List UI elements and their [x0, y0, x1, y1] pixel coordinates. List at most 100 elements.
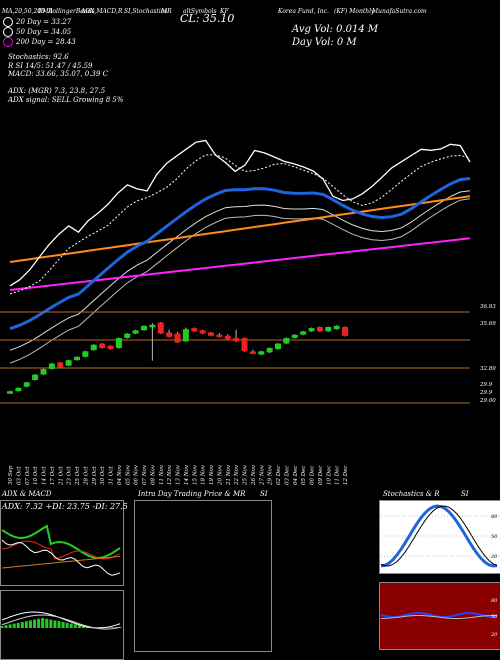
header-item: KF: [220, 8, 229, 15]
candle-body: [233, 338, 240, 342]
adx-lines: [0, 524, 122, 630]
macd-histogram-bar: [28, 620, 32, 628]
macd-histogram-bar: [53, 620, 57, 628]
candle-body: [90, 344, 97, 351]
indicator-readouts: Stochastics: 92.6 R SI 14/5: 51.47 / 45.5…: [8, 53, 124, 104]
stoch-lines: 80 50 20 80 50 20: [380, 504, 499, 638]
x-axis-label: 27 Nov: [259, 464, 265, 486]
legend-swatch: [3, 37, 13, 47]
candle-body: [107, 345, 114, 350]
x-axis-label: 06 Dec: [310, 466, 316, 486]
price-scale-label: 36.93: [480, 304, 496, 310]
indicator-line: ADX signal: SELL Growing 8 5%: [8, 95, 124, 104]
intraday-si: SI: [260, 490, 268, 498]
candle-body: [40, 369, 47, 375]
candle-body: [249, 351, 256, 354]
close-price-line: [9, 139, 471, 287]
candle-body: [99, 343, 106, 348]
price-chart: 36.93 35.69 32.89 29.9 29.9 29.00 30 Sep 03 Oc…: [0, 139, 496, 486]
x-axis-label: 20 Nov: [217, 464, 223, 486]
indicator-line: Stochastics: 92.6: [8, 53, 69, 61]
header-item: MA,20,50,200: [2, 8, 45, 15]
stoch-title: Stochastics & R: [383, 490, 440, 498]
macd-histogram-bar: [20, 622, 24, 628]
plus-di-line: [1, 524, 121, 559]
close-label: CL: 35.10: [180, 12, 235, 25]
candle-body: [141, 325, 147, 331]
legend-entry: 50 Day = 34.05: [3, 27, 76, 37]
legend-text: 20 Day = 33.27: [16, 18, 72, 26]
macd-histogram-bar: [81, 626, 85, 628]
indicator-line: MACD: 33.66, 35.07, 0.39 C: [8, 70, 108, 78]
rsi-tick-label: 50: [491, 614, 498, 620]
macd-histogram-bar: [12, 623, 16, 628]
candle-body: [333, 325, 340, 330]
minus-di-line: [1, 540, 121, 560]
x-axis-label: 26 Nov: [251, 464, 257, 486]
x-axis-label: 18 Nov: [201, 464, 207, 485]
macd-histogram-bar: [4, 625, 8, 628]
x-axis-label: 28 Oct: [83, 466, 89, 486]
rsi-signal-line: [380, 615, 498, 619]
adx-panel-title: ADX & MACD: [2, 490, 52, 498]
x-axis-label: 06 Nov: [134, 464, 140, 485]
candle-body: [216, 334, 223, 338]
x-axis-label: 14 Oct: [42, 466, 48, 485]
price-scale-label: 29.9: [479, 390, 493, 396]
bollinger-mid-line: [9, 190, 471, 351]
x-axis-labels: 30 Sep 03 Oct 07 Oct 10 Oct 14 Oct 17 Oct 21 O…: [8, 464, 349, 486]
price-scale-label: 29.00: [479, 398, 496, 404]
macd-histogram-bar: [41, 618, 45, 628]
candle-body: [208, 332, 214, 336]
rsi-line: [380, 611, 498, 618]
candle-body: [308, 328, 315, 332]
indicator-line: ADX: (MGR) 7.3, 23.8, 27.5: [8, 87, 106, 95]
legend-swatch: [3, 17, 13, 27]
candle-body: [115, 338, 122, 348]
x-axis-label: 09 Dec: [318, 466, 324, 486]
x-axis-label: 19 Nov: [209, 464, 215, 485]
adx-ref-line: [1, 539, 121, 576]
candle-body: [182, 329, 189, 342]
candle-body: [316, 327, 323, 332]
stoch-si: SI: [461, 490, 469, 498]
macd-histogram-bar: [57, 621, 61, 628]
macd-histogram-bar: [45, 618, 49, 628]
legend-entry: 200 Day = 28.43: [3, 37, 76, 47]
candle-body: [23, 382, 30, 387]
price-scale-label: 29.9: [479, 382, 493, 388]
candle-body: [15, 387, 22, 392]
candle-body: [241, 338, 248, 352]
candle-body: [191, 328, 198, 332]
x-axis-label: 30 Sep: [8, 465, 14, 485]
macd-signal-line: [1, 614, 121, 630]
x-axis-label: 14 Nov: [184, 464, 190, 485]
candle-body: [7, 391, 13, 394]
legend-entry: 20 Day = 33.27: [3, 17, 76, 27]
bollinger-lower-line: [9, 198, 471, 364]
candle-body: [325, 327, 332, 332]
rsi-tick-label: 20: [490, 632, 498, 638]
header-item: Korea Fund, Inc.: [278, 8, 329, 15]
adx-line: [1, 555, 121, 569]
x-axis-label: 04 Nov: [117, 464, 123, 485]
legend-text: 200 Day = 28.43: [16, 38, 76, 46]
stoch-tick-label: 50: [491, 534, 498, 540]
indicator-line: R SI 14/5: 51.47 / 45.59: [8, 61, 93, 70]
price-scale-label: 35.69: [480, 321, 496, 327]
stoch-box: [379, 500, 500, 574]
header-item: ADX,MACD,R: [81, 8, 123, 15]
legend-text: 50 Day = 34.05: [16, 28, 72, 36]
x-axis-label: 29 Oct: [92, 466, 98, 486]
x-axis-label: 12 Dec: [343, 466, 349, 486]
stoch-panel: Stochastics & R SI 80 50 20 80 50 20: [375, 490, 500, 660]
ma-legend: 20 Day = 33.27 50 Day = 34.05 200 Day = 28…: [3, 17, 76, 47]
x-axis-label: 23 Oct: [67, 466, 73, 486]
candle-layer: [0, 311, 470, 404]
candle-body: [132, 330, 139, 334]
macd-histogram-bar: [114, 627, 118, 628]
candle-body: [149, 324, 156, 328]
price-scale: 36.93 35.69 32.89 29.9 29.9 29.00: [479, 304, 496, 404]
x-axis-label: 21 Nov: [226, 464, 232, 486]
ma50-line: [9, 177, 471, 331]
